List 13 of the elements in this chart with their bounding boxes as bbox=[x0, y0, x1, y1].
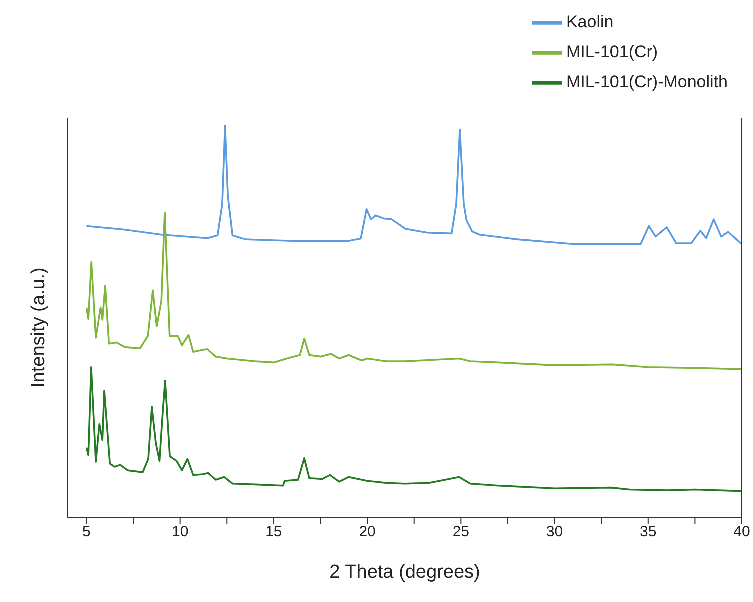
x-tick-label: 20 bbox=[359, 524, 376, 541]
legend-label: MIL-101(Cr)-Monolith bbox=[566, 72, 728, 92]
x-tick-label: 30 bbox=[546, 524, 564, 541]
x-axis-title: 2 Theta (degrees) bbox=[330, 562, 480, 583]
legend-label: Kaolin bbox=[566, 12, 614, 32]
x-tick-label: 15 bbox=[266, 524, 282, 541]
x-tick-label: 10 bbox=[172, 524, 189, 541]
x-tick-label: 35 bbox=[640, 524, 657, 541]
y-axis-title: Intensity (a.u.) bbox=[28, 268, 50, 388]
x-tick-label: 40 bbox=[734, 524, 750, 541]
x-tick-label: 25 bbox=[452, 524, 470, 541]
legend-label: MIL-101(Cr) bbox=[566, 42, 658, 62]
x-tick-label: 5 bbox=[82, 524, 91, 541]
